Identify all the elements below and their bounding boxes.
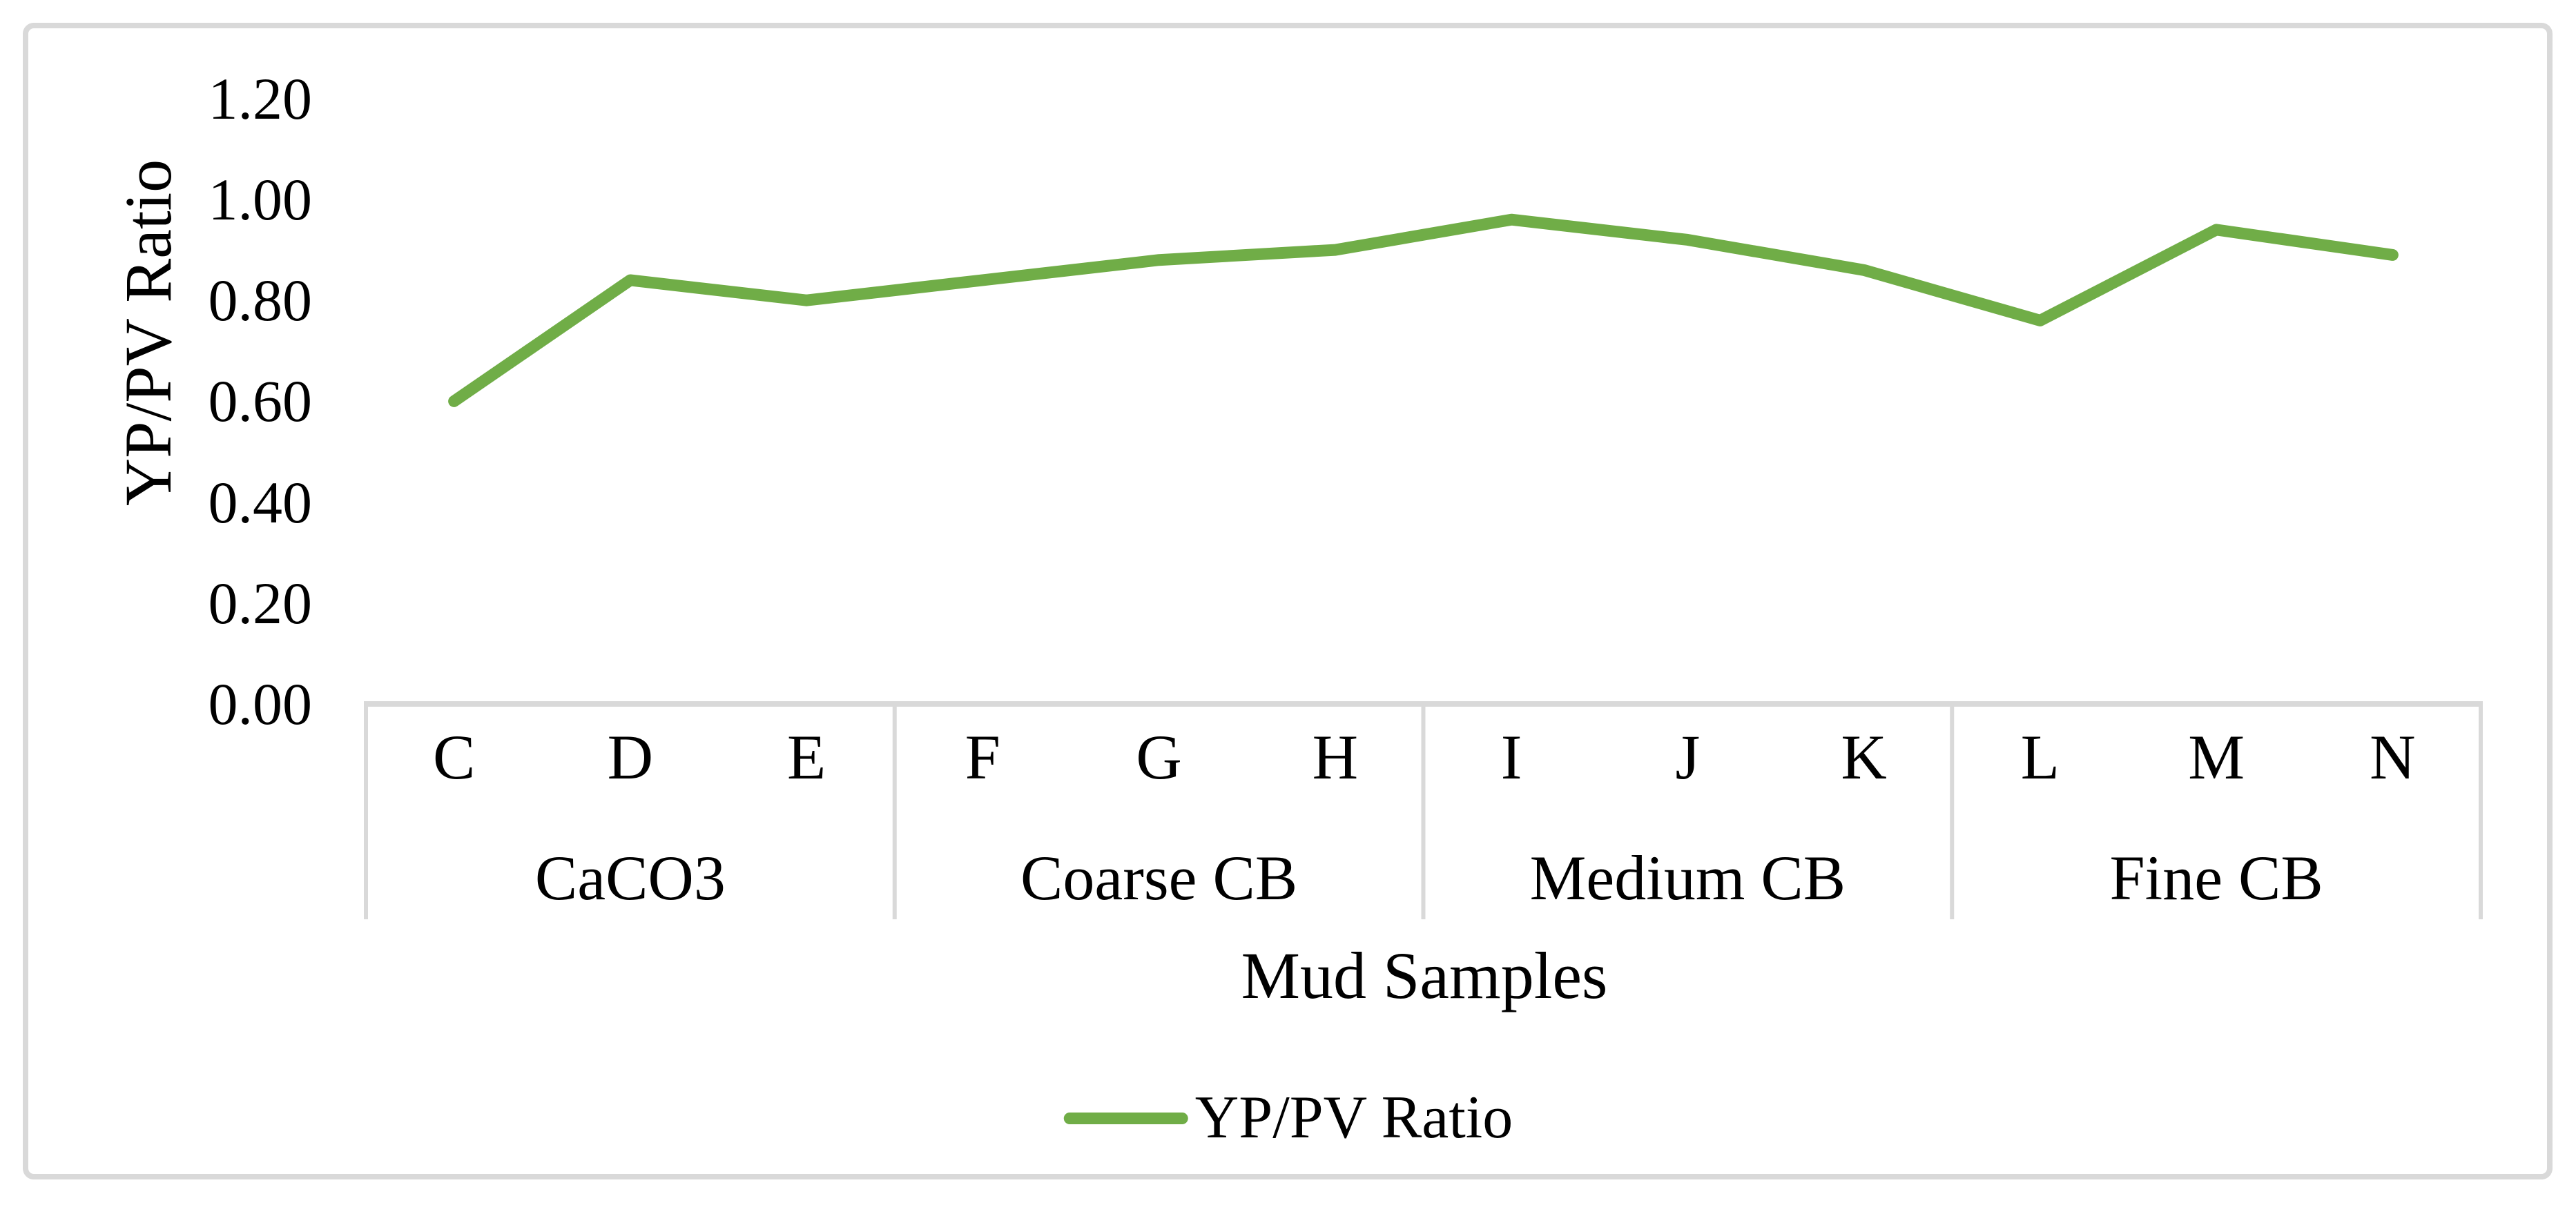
legend-line-swatch (1063, 1112, 1188, 1124)
y-tick-label: 1.00 (208, 166, 313, 233)
x-category-label: N (2370, 722, 2416, 792)
x-group-label: CaCO3 (534, 843, 726, 913)
x-category-label: L (2020, 722, 2060, 792)
legend: YP/PV Ratio (1063, 1084, 1513, 1151)
x-category-label: E (787, 722, 826, 792)
figure-border (23, 23, 2553, 1179)
x-group-label: Medium CB (1529, 843, 1846, 913)
x-category-label: F (965, 722, 1000, 792)
x-category-label: H (1312, 722, 1359, 792)
x-category-label: M (2188, 722, 2245, 792)
y-tick-label: 1.20 (208, 65, 313, 132)
x-category-label: J (1675, 722, 1701, 792)
x-category-label: D (607, 722, 654, 792)
x-group-label: Fine CB (2109, 843, 2323, 913)
x-axis-title: Mud Samples (1241, 939, 1608, 1012)
y-tick-label: 0.20 (208, 569, 313, 636)
y-tick-label: 0.80 (208, 267, 313, 334)
y-axis-title: YP/PV Ratio (111, 159, 185, 507)
x-category-label: G (1136, 722, 1182, 792)
y-tick-label: 0.60 (208, 368, 313, 435)
y-tick-label: 0.40 (208, 469, 313, 536)
y-tick-label: 0.00 (208, 671, 313, 737)
legend-label: YP/PV Ratio (1194, 1084, 1513, 1151)
series-line (448, 213, 2399, 407)
x-group-label: Coarse CB (1020, 843, 1298, 913)
x-category-label: I (1500, 722, 1522, 792)
x-category-label: K (1841, 722, 1887, 792)
x-category-label: C (432, 722, 476, 792)
